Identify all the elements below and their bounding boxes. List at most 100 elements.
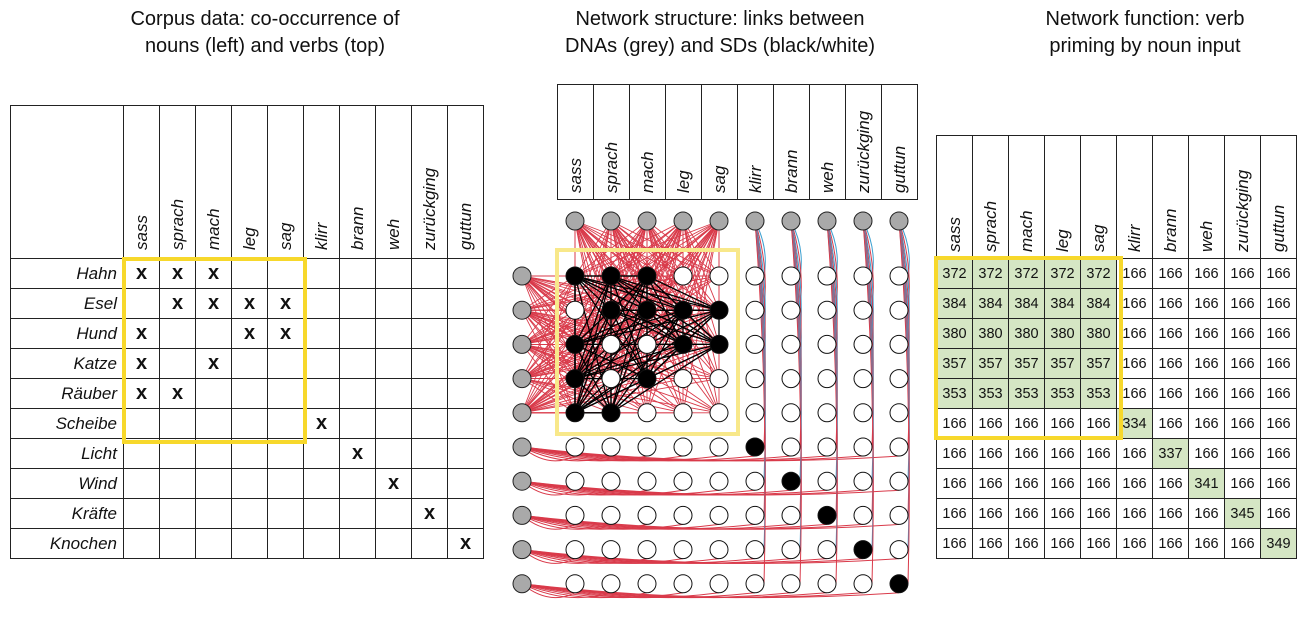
verb-header-7: weh	[375, 105, 412, 259]
sd-sd-link	[574, 343, 684, 380]
priming-cell: 166	[936, 528, 973, 559]
verb-dna-node	[781, 211, 801, 231]
sd-node	[781, 540, 801, 560]
cooccurrence-cell	[375, 438, 412, 469]
priming-cell: 372	[936, 258, 973, 289]
noun-label: Katze	[10, 348, 124, 379]
sd-node	[853, 266, 873, 286]
table-row: Scheibe x	[10, 408, 484, 439]
sd-node	[673, 574, 693, 594]
noun-dna-node	[512, 369, 532, 389]
network-panel-title: Network structure: links between DNAs (g…	[510, 6, 930, 60]
priming-cell: 353	[1044, 378, 1081, 409]
noun-dna-node	[512, 300, 532, 320]
cooccurrence-cell	[195, 408, 232, 439]
sd-sd-link	[574, 309, 684, 346]
verb-header-2: mach	[195, 105, 232, 259]
verb-dna-node	[565, 211, 585, 231]
cooccurrence-cell	[339, 408, 376, 439]
sd-node	[637, 574, 657, 594]
sd-node	[745, 437, 765, 457]
priming-cell: 166	[1152, 318, 1189, 349]
priming-cell: 166	[1260, 498, 1297, 529]
table-row: 384 384 384 384 384 166 166 166 166 166	[936, 288, 1297, 319]
cooccurrence-cell: x	[231, 318, 268, 349]
priming-cell: 166	[1116, 498, 1153, 529]
noun-dna-link	[521, 549, 792, 564]
sd-sd-link	[574, 343, 648, 380]
sd-node	[781, 403, 801, 423]
priming-cell: 166	[1260, 378, 1297, 409]
net-verb-header-9: guttun	[881, 84, 918, 200]
priming-cell: 166	[1116, 528, 1153, 559]
priming-cell: 166	[1044, 438, 1081, 469]
cooccurrence-cell: x	[123, 378, 160, 409]
noun-dna-link	[521, 446, 720, 462]
sd-node	[817, 540, 837, 560]
verb-dna-node	[889, 211, 909, 231]
priming-cell: 353	[1080, 378, 1117, 409]
sd-node	[601, 334, 621, 354]
cooccurrence-cell	[159, 498, 196, 529]
priming-cell: 166	[1260, 468, 1297, 499]
cooccurrence-cell	[447, 348, 484, 379]
priming-cell: 166	[936, 438, 973, 469]
sd-node	[601, 266, 621, 286]
sd-node	[673, 403, 693, 423]
noun-dna-link	[521, 309, 576, 414]
sd-node	[637, 471, 657, 491]
sd-node	[853, 505, 873, 525]
func-verb-label: mach	[1017, 210, 1036, 252]
priming-cell: 384	[1008, 288, 1045, 319]
noun-label: Kräfte	[10, 498, 124, 529]
priming-cell: 380	[1044, 318, 1081, 349]
net-verb-header-4: sag	[701, 84, 738, 200]
sd-node	[601, 540, 621, 560]
priming-cell: 166	[1188, 528, 1225, 559]
priming-cell: 166	[1188, 438, 1225, 469]
func-verb-label: zurückging	[1233, 169, 1252, 252]
priming-cell: 166	[1224, 318, 1261, 349]
func-verb-header-4: sag	[1080, 135, 1117, 259]
sd-node	[853, 334, 873, 354]
net-verb-header-5: klirr	[737, 84, 774, 200]
priming-cell: 166	[1080, 468, 1117, 499]
cooccurrence-cell	[339, 528, 376, 559]
noun-dna-link	[521, 378, 576, 414]
priming-cell: 166	[1008, 468, 1045, 499]
verb-dna-node	[745, 211, 765, 231]
cooccurrence-cell: x	[375, 468, 412, 499]
func-verb-header-5: klirr	[1116, 135, 1153, 259]
priming-cell: 166	[1224, 438, 1261, 469]
cooccurrence-cell	[303, 498, 340, 529]
priming-cell: 166	[1152, 378, 1189, 409]
sd-node	[889, 437, 909, 457]
priming-cell: 166	[1152, 348, 1189, 379]
func-verb-header-2: mach	[1008, 135, 1045, 259]
priming-cell: 384	[1080, 288, 1117, 319]
sd-node	[889, 403, 909, 423]
noun-dna-link	[521, 583, 792, 599]
sd-node	[565, 471, 585, 491]
sd-node	[889, 300, 909, 320]
sd-node	[709, 369, 729, 389]
cooccurrence-cell	[267, 378, 304, 409]
priming-cell: 380	[936, 318, 973, 349]
priming-cell: 380	[972, 318, 1009, 349]
function-panel-title: Network function: verb priming by noun i…	[975, 6, 1315, 60]
noun-dna-link	[521, 514, 720, 530]
verb-dna-node	[709, 211, 729, 231]
cooccurrence-cell	[159, 528, 196, 559]
noun-dna-link	[521, 309, 612, 414]
cooccurrence-cell	[411, 288, 448, 319]
sd-node	[565, 505, 585, 525]
priming-cell: 166	[1116, 318, 1153, 349]
priming-cell: 166	[1116, 258, 1153, 289]
verb-dna-link	[574, 220, 648, 311]
priming-cell: 166	[1260, 348, 1297, 379]
sd-node	[817, 369, 837, 389]
sd-node	[709, 300, 729, 320]
cooccurrence-cell	[231, 408, 268, 439]
noun-dna-node	[512, 540, 532, 560]
